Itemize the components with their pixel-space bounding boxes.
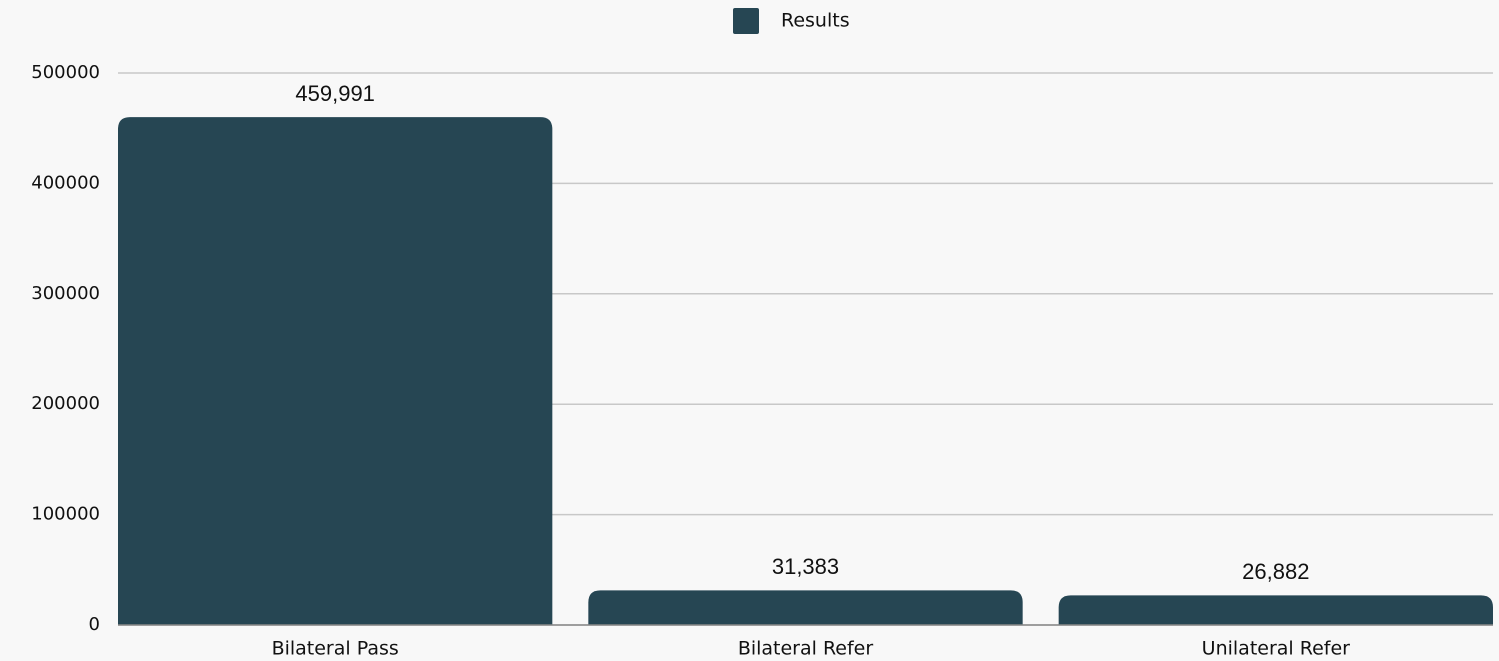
y-tick-label: 0: [89, 614, 100, 635]
y-tick-label: 400000: [31, 172, 100, 193]
y-tick-label: 200000: [31, 393, 100, 414]
legend-swatch: [733, 8, 759, 34]
bar: [118, 117, 553, 626]
x-tick-label: Bilateral Refer: [738, 638, 874, 660]
value-label: 31,383: [772, 554, 839, 579]
legend-label: Results: [781, 10, 850, 32]
bar: [1058, 595, 1493, 625]
y-tick-label: 500000: [31, 62, 100, 83]
value-label: 459,991: [295, 81, 375, 106]
x-tick-label: Unilateral Refer: [1202, 638, 1350, 660]
bar: [588, 590, 1023, 625]
y-tick-label: 300000: [31, 283, 100, 304]
value-label: 26,882: [1242, 559, 1309, 584]
y-tick-label: 100000: [31, 504, 100, 525]
x-tick-label: Bilateral Pass: [272, 638, 399, 660]
